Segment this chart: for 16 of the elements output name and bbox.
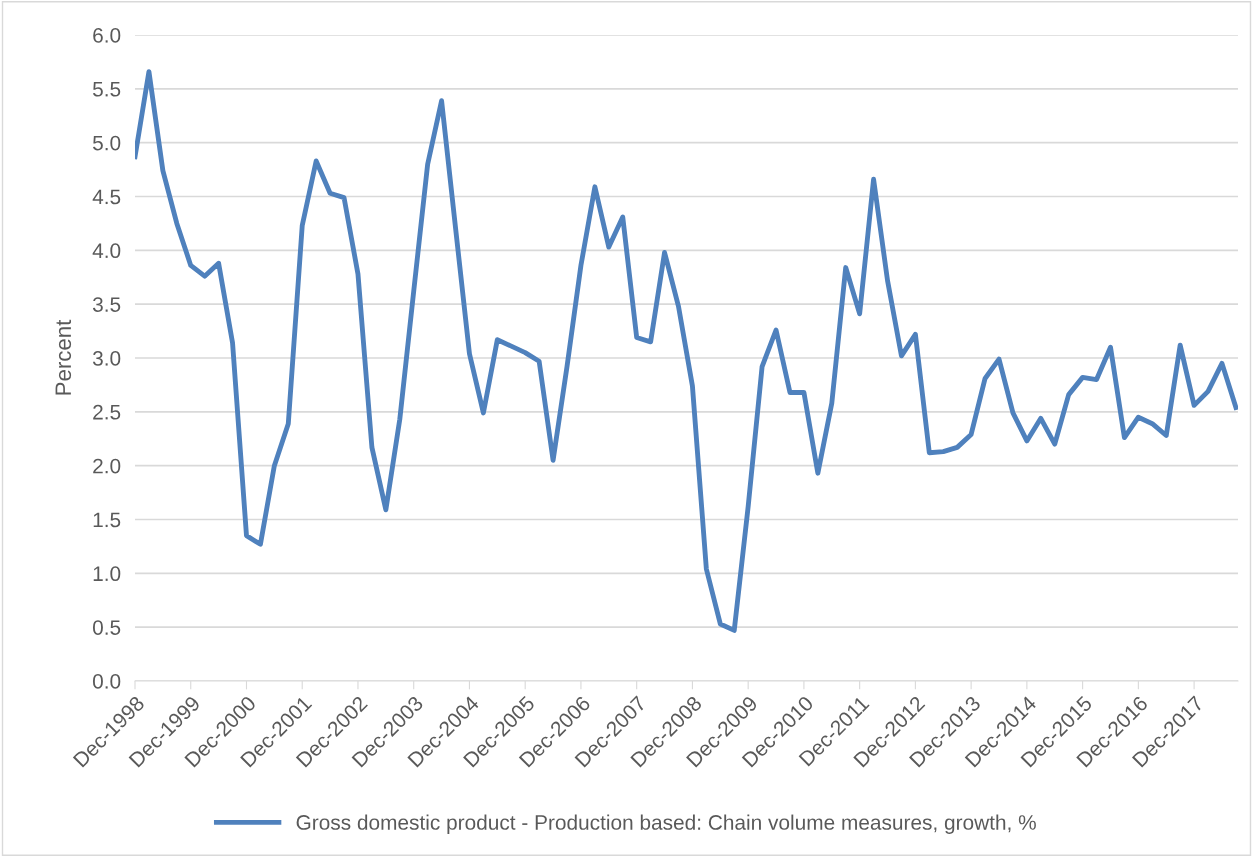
y-tick-label: 3.0 bbox=[92, 351, 121, 366]
y-tick-label: 1.5 bbox=[93, 512, 121, 528]
y-tick-label: 2.0 bbox=[93, 458, 121, 474]
y-tick-label: 3.5 bbox=[92, 297, 121, 312]
y-tick-label: 2.5 bbox=[93, 404, 121, 420]
y-tick-label: 5.5 bbox=[92, 82, 121, 97]
y-tick-label: 4.5 bbox=[92, 189, 121, 205]
y-axis-title: Percent bbox=[55, 319, 72, 395]
y-tick-label: 4.0 bbox=[92, 243, 121, 259]
y-tick-label: 6.0 bbox=[93, 28, 121, 43]
y-tick-label: 1.0 bbox=[93, 566, 121, 582]
y-tick-label: 0.0 bbox=[92, 674, 121, 689]
line-series bbox=[135, 69, 1238, 633]
y-tick-label: 0.5 bbox=[92, 620, 121, 635]
legend-label: Gross domestic product - Production based: Chain volume measures, growth, % bbox=[296, 814, 1036, 834]
y-tick-label: 5.0 bbox=[92, 135, 121, 151]
